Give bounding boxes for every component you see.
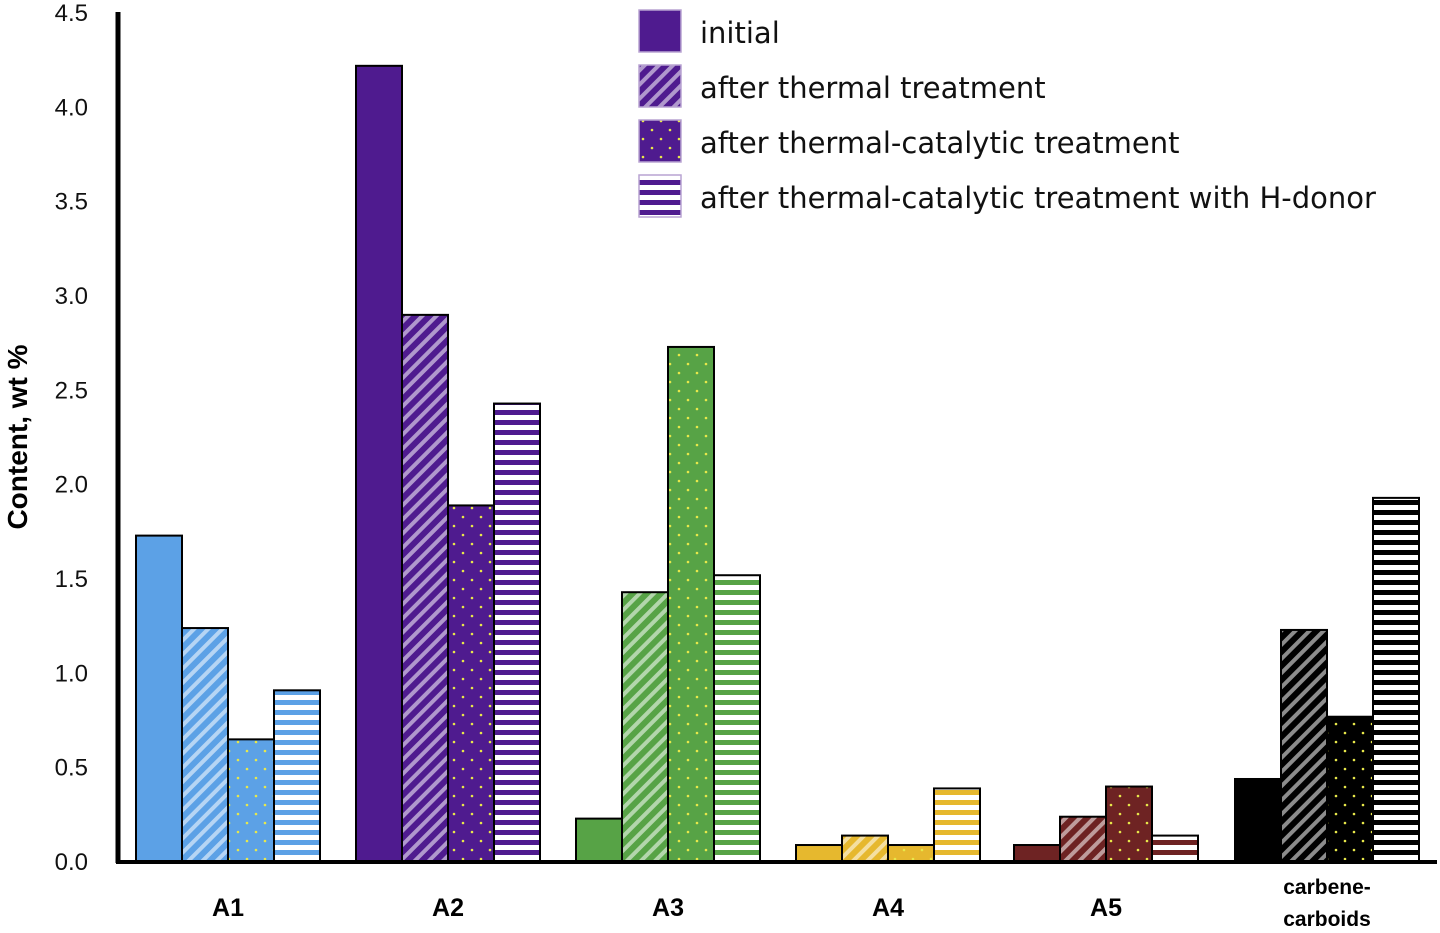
bar-A5-series-2 [1059, 815, 1107, 863]
x-category-label: A2 [432, 894, 464, 922]
bar-A3-series-2 [621, 591, 669, 863]
bar-carbene-carboids-series-4 [1372, 496, 1420, 863]
x-category-label: carbene- [1283, 876, 1371, 899]
y-tick-label: 2.5 [55, 377, 88, 404]
legend-label: after thermal-catalytic treatment with H… [700, 181, 1376, 215]
legend-swatch [638, 9, 682, 53]
bar-A3-series-1 [575, 817, 623, 864]
y-tick-label: 1.5 [55, 566, 88, 593]
legend-swatch [638, 174, 682, 218]
bar-A2-series-3 [447, 504, 495, 863]
y-tick-label: 1.0 [55, 660, 88, 687]
legend-swatch [638, 64, 682, 108]
y-tick-label: 0.0 [55, 849, 88, 876]
bar-A5-series-4 [1151, 834, 1199, 864]
bar-A2-series-1 [355, 64, 403, 864]
bar-A4-series-2 [841, 834, 889, 864]
bar-A2-series-2 [401, 313, 449, 864]
bar-A1-series-2 [181, 627, 229, 864]
y-axis-title: Content, wt % [2, 344, 33, 529]
y-tick-labels: 0.0 0.5 1.0 1.5 2.0 2.5 3.0 3.5 4.0 4.5 [55, 0, 88, 876]
bar-carbene-carboids-series-2 [1280, 628, 1328, 863]
x-category-label: A3 [652, 894, 684, 922]
bar-A2-series-4 [493, 402, 541, 863]
axes-layer [115, 12, 1437, 864]
bars-layer [135, 64, 1420, 864]
y-tick-label: 3.5 [55, 189, 88, 216]
legend-swatch [638, 119, 682, 163]
y-tick-label: 3.0 [55, 283, 88, 310]
bar-A3-series-4 [713, 574, 761, 864]
legend-label: after thermal-catalytic treatment [700, 126, 1180, 160]
bar-A1-series-4 [273, 689, 321, 864]
bar-A4-series-4 [933, 787, 981, 863]
bar-A1-series-3 [227, 738, 275, 863]
y-tick-label: 2.0 [55, 472, 88, 499]
legend-label: initial [700, 16, 780, 50]
bar-A5-series-1 [1013, 844, 1061, 864]
bar-A5-series-3 [1105, 785, 1153, 863]
x-category-label: carboids [1283, 908, 1371, 931]
x-category-labels: A1 A2 A3 A4 A5 carbene-carboids [212, 876, 1371, 931]
bar-carbene-carboids-series-1 [1234, 777, 1282, 864]
x-category-label: A1 [212, 894, 244, 922]
y-tick-label: 0.5 [55, 755, 88, 782]
y-tick-label: 4.5 [55, 0, 88, 27]
bar-A4-series-3 [887, 844, 935, 864]
x-category-label: A4 [872, 894, 904, 922]
legend: initial after thermal treatment after ther… [638, 9, 1376, 218]
x-category-label: A5 [1090, 894, 1122, 922]
bar-A4-series-1 [795, 844, 843, 864]
y-tick-label: 4.0 [55, 94, 88, 121]
legend-label: after thermal treatment [700, 71, 1046, 105]
bar-carbene-carboids-series-3 [1326, 715, 1374, 864]
bar-A1-series-1 [135, 534, 183, 864]
bar-A3-series-3 [667, 345, 715, 863]
